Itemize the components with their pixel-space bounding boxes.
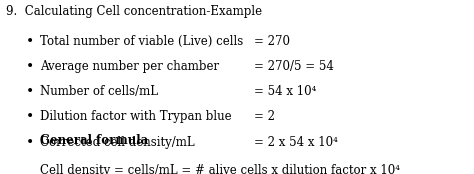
Text: = 2 x 54 x 10⁴: = 2 x 54 x 10⁴ (254, 136, 337, 149)
Text: 9.  Calculating Cell concentration-Example: 9. Calculating Cell concentration-Exampl… (6, 5, 262, 18)
Text: Total number of viable (Live) cells: Total number of viable (Live) cells (40, 35, 244, 48)
Text: Number of cells/mL: Number of cells/mL (40, 85, 158, 98)
Text: General formula: General formula (40, 134, 148, 147)
Text: •: • (26, 35, 34, 49)
Text: Corrected cell density/mL: Corrected cell density/mL (40, 136, 195, 149)
Text: = 270: = 270 (254, 35, 290, 48)
Text: = 270/5 = 54: = 270/5 = 54 (254, 60, 334, 73)
Text: Dilution factor with Trypan blue: Dilution factor with Trypan blue (40, 110, 232, 124)
Text: •: • (26, 136, 34, 150)
Text: •: • (26, 60, 34, 74)
Text: Cell density = cells/mL = # alive cells x dilution factor x 10⁴: Cell density = cells/mL = # alive cells … (40, 164, 400, 174)
Text: = 2: = 2 (254, 110, 274, 124)
Text: •: • (26, 110, 34, 124)
Text: = 54 x 10⁴: = 54 x 10⁴ (254, 85, 316, 98)
Text: •: • (26, 85, 34, 99)
Text: Average number per chamber: Average number per chamber (40, 60, 219, 73)
